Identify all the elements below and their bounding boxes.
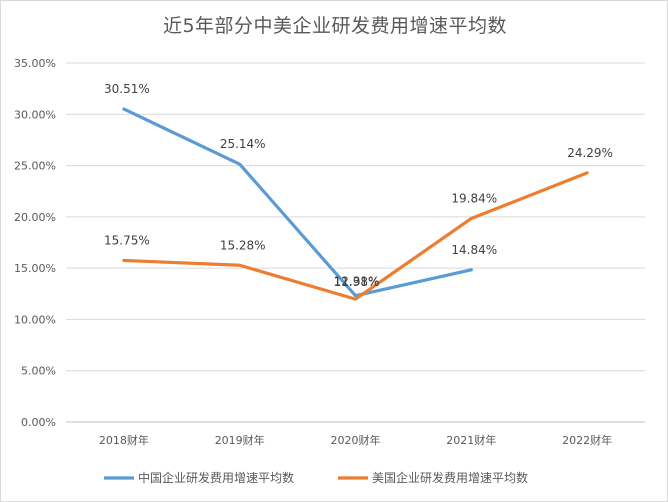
data-label: 30.51%: [104, 82, 150, 96]
x-tick-label: 2019财年: [215, 433, 265, 447]
x-tick-label: 2021财年: [446, 433, 496, 447]
data-label: 11.98%: [334, 275, 380, 289]
series-line-2: [122, 171, 589, 301]
series-line-1: [122, 107, 473, 298]
chart-title: 近5年部分中美企业研发费用增速平均数: [162, 15, 508, 37]
y-tick-label: 5.00%: [21, 365, 56, 378]
y-tick-label: 15.00%: [14, 262, 56, 275]
y-tick-label: 0.00%: [21, 416, 56, 429]
x-tick-label: 2018财年: [99, 433, 149, 447]
y-tick-label: 30.00%: [14, 108, 56, 121]
y-tick-label: 20.00%: [14, 211, 56, 224]
data-label: 24.29%: [567, 146, 613, 160]
y-tick-label: 10.00%: [14, 313, 56, 326]
x-tick-label: 2022财年: [562, 433, 612, 447]
y-tick-label: 25.00%: [14, 160, 56, 173]
legend-label: 中国企业研发费用增速平均数: [138, 470, 294, 485]
data-label: 15.75%: [104, 233, 150, 247]
y-tick-label: 35.00%: [14, 57, 56, 70]
data-label: 25.14%: [220, 137, 266, 151]
data-label: 15.28%: [220, 238, 266, 252]
data-label: 14.84%: [451, 243, 497, 257]
x-tick-label: 2020财年: [331, 433, 381, 447]
data-label: 19.84%: [451, 191, 497, 205]
legend-label: 美国企业研发费用增速平均数: [372, 470, 528, 485]
data-label: 12.31%: [334, 275, 380, 289]
